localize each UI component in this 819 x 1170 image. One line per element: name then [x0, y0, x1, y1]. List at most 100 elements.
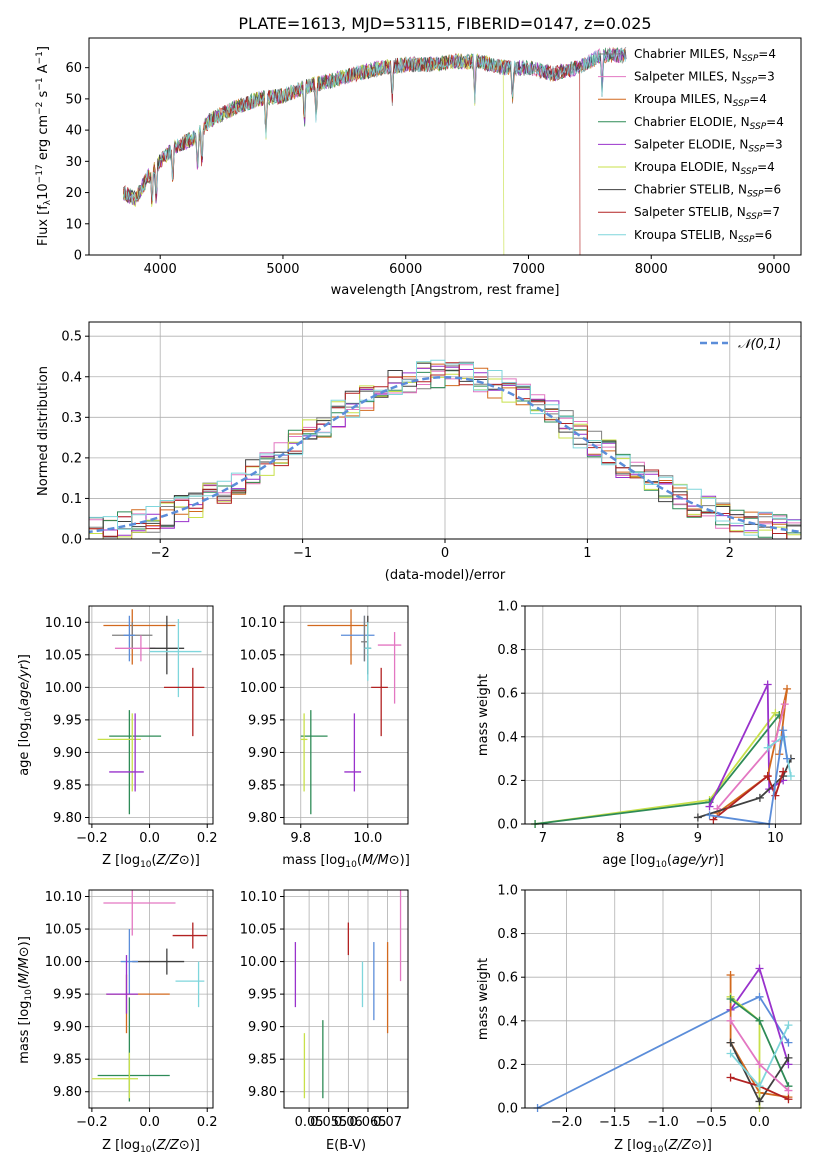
x-tick-label: −2 [151, 546, 170, 561]
y-tick-label: 0.4 [497, 730, 518, 745]
x-tick-label: 1 [583, 546, 591, 561]
y-tick-label: 10.10 [45, 616, 82, 631]
axes-frame [88, 605, 214, 825]
y-tick-label: 9.85 [248, 1053, 277, 1068]
errorbar-series [294, 890, 402, 1099]
x-axis-label: Z [log10(Z/Z⊙)] [614, 1138, 712, 1155]
x-tick-label: 9.8 [290, 831, 311, 846]
x-tick-label: 0.055 [310, 1115, 347, 1130]
y-tick-label: 9.95 [248, 713, 277, 728]
age-vs-metallicity-panel: −0.2 0.0 0.2 9.80 9.85 9.90 9.95 10.00 10.05 10.1… [17, 605, 218, 870]
y-tick-label: 10.05 [45, 923, 82, 938]
y-tick-label: 0.5 [61, 330, 82, 345]
legend-entry: Salpeter ELODIE, NSSP=3 [634, 137, 783, 154]
weight-marker [726, 995, 735, 1003]
y-tick-label: 0.0 [497, 818, 518, 833]
y-axis-label: mass weight [476, 674, 491, 756]
y-axis-label: mass weight [476, 958, 491, 1040]
x-axis-label: (data-model)/error [385, 568, 506, 583]
y-tick-label: 0.2 [61, 451, 82, 466]
x-tick-label: 0.0 [749, 1115, 770, 1130]
y-tick-label: 9.80 [248, 1085, 277, 1100]
weight-marker [726, 1016, 735, 1025]
y-tick-label: 1.0 [497, 600, 518, 615]
y-tick-label: 9.80 [248, 811, 277, 826]
y-tick-label: 10.00 [45, 681, 82, 696]
y-tick-label: 0.2 [497, 774, 518, 789]
legend-entry: Kroupa STELIB, NSSP=6 [634, 228, 772, 245]
residuals-panel: −2 −1 0 1 2 0.0 0.1 0.2 0.3 0.4 0.5 𝒩(0,1) (data-mod… [36, 321, 802, 583]
y-tick-label: 30 [65, 155, 82, 170]
spectrum-panel: PLATE=1613, MJD=53115, FIBERID=0147, z=0… [35, 14, 802, 298]
weight-marker [726, 1038, 735, 1047]
x-axis-label: wavelength [Angstrom, rest frame] [331, 283, 560, 298]
x-tick-label: 0.06 [334, 1115, 363, 1130]
weight-marker [786, 772, 795, 781]
x-tick-label: 6000 [389, 262, 422, 277]
mass-vs-metallicity-panel: −0.2 0.0 0.2 9.80 9.85 9.90 9.95 10.00 10.05 10.1… [17, 889, 218, 1155]
weight-marker [779, 767, 788, 776]
y-axis-label: Normed distribution [36, 366, 51, 496]
y-axis-label: Flux [fλ10−17 erg cm−2 s−1 A−1] [35, 46, 53, 246]
legend-entry: Chabrier ELODIE, NSSP=4 [634, 115, 784, 132]
weight-marker [755, 793, 764, 802]
weight-marker [784, 1086, 793, 1095]
x-tick-label: 8000 [635, 262, 668, 277]
weight-marker [763, 772, 772, 781]
y-tick-label: 10.10 [240, 890, 277, 905]
weight-marker [783, 684, 792, 693]
weight-line [729, 975, 789, 1098]
weight-marker [755, 1082, 764, 1091]
x-tick-label: −2.0 [551, 1115, 583, 1130]
y-tick-label: 9.80 [53, 811, 82, 826]
y-tick-label: 9.85 [248, 778, 277, 793]
y-tick-label: 10.10 [240, 616, 277, 631]
weight-marker [784, 1053, 793, 1062]
histogram-series [89, 359, 801, 539]
y-tick-label: 9.95 [248, 988, 277, 1003]
y-tick-label: 9.90 [248, 746, 277, 761]
errorbar-series [91, 890, 208, 1102]
weight-marker [755, 1097, 764, 1106]
y-tick-label: 0.1 [61, 492, 82, 507]
spectrum-series-line [123, 47, 627, 205]
legend-entry: Chabrier STELIB, NSSP=6 [634, 183, 781, 200]
y-tick-label: 9.90 [53, 1020, 82, 1035]
x-tick-label: 0.2 [197, 1115, 218, 1130]
weight-marker [705, 802, 714, 811]
legend-entry: Kroupa ELODIE, NSSP=4 [634, 160, 775, 177]
weight-marker [705, 811, 714, 820]
weight-marker [755, 964, 764, 973]
y-tick-label: 10.00 [240, 681, 277, 696]
weight-series [533, 964, 793, 1112]
x-tick-label: 0.05 [295, 1115, 324, 1130]
gaussian-reference-line [89, 375, 801, 534]
x-tick-label: 2 [726, 546, 734, 561]
x-tick-label: 0.065 [349, 1115, 386, 1130]
y-tick-label: 60 [65, 61, 82, 76]
y-tick-label: 50 [65, 92, 82, 107]
y-tick-label: 9.80 [53, 1085, 82, 1100]
x-tick-label: 10 [767, 831, 784, 846]
weight-marker [783, 754, 792, 763]
axes-frame [88, 321, 802, 540]
weight-marker [755, 992, 764, 1001]
legend-entry: Salpeter STELIB, NSSP=7 [634, 205, 780, 222]
y-tick-label: 9.85 [53, 778, 82, 793]
spectrum-lines [123, 46, 627, 255]
y-tick-label: 9.95 [53, 713, 82, 728]
y-tick-label: 9.90 [53, 746, 82, 761]
x-axis-label: Z [log10(Z/Z⊙)] [102, 853, 200, 870]
y-tick-label: 0.2 [497, 1058, 518, 1073]
weight-marker [784, 1095, 793, 1104]
y-tick-label: 0.4 [497, 1014, 518, 1029]
x-tick-label: 8 [616, 831, 624, 846]
y-tick-label: 10.05 [240, 648, 277, 663]
histogram-step-line [89, 359, 801, 539]
x-axis-label: age [log10(age/yr)] [602, 853, 724, 870]
weight-marker [779, 726, 788, 735]
y-tick-label: 40 [65, 124, 82, 139]
x-tick-label: 0 [441, 546, 449, 561]
y-axis-label: age [log10(age/yr)] [17, 654, 34, 776]
